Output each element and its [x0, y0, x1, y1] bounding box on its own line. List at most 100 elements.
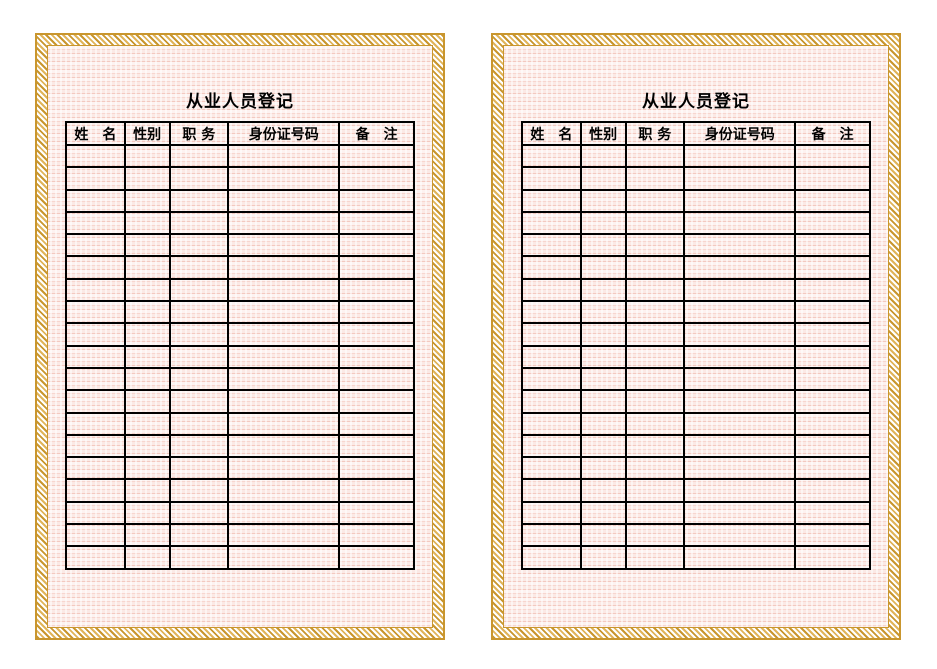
table-cell[interactable] [227, 389, 341, 414]
table-cell[interactable] [794, 389, 871, 414]
table-cell[interactable] [521, 322, 582, 347]
table-cell[interactable] [65, 188, 126, 213]
table-cell[interactable] [624, 500, 686, 526]
table-cell[interactable] [683, 188, 797, 213]
table-cell[interactable] [227, 545, 341, 570]
table-cell[interactable] [168, 344, 230, 369]
table-cell[interactable] [227, 210, 341, 236]
table-cell[interactable] [168, 277, 230, 303]
table-cell[interactable] [227, 188, 341, 213]
table-cell[interactable] [794, 433, 871, 459]
table-cell[interactable] [683, 478, 797, 503]
table-cell[interactable] [521, 523, 582, 548]
table-cell[interactable] [683, 389, 797, 414]
table-cell[interactable] [794, 277, 871, 303]
table-cell[interactable] [227, 277, 341, 303]
table-cell[interactable] [579, 366, 627, 392]
table-cell[interactable] [65, 523, 126, 548]
table-cell[interactable] [168, 143, 230, 169]
table-cell[interactable] [794, 255, 871, 280]
table-cell[interactable] [683, 300, 797, 325]
table-cell[interactable] [683, 433, 797, 459]
table-cell[interactable] [65, 166, 126, 191]
table-cell[interactable] [521, 277, 582, 303]
table-cell[interactable] [624, 433, 686, 459]
table-cell[interactable] [683, 545, 797, 570]
table-cell[interactable] [65, 433, 126, 459]
table-cell[interactable] [123, 277, 171, 303]
table-cell[interactable] [338, 300, 415, 325]
table-cell[interactable] [168, 500, 230, 526]
table-cell[interactable] [123, 478, 171, 503]
table-cell[interactable] [624, 389, 686, 414]
table-cell[interactable] [794, 143, 871, 169]
table-cell[interactable] [227, 433, 341, 459]
table-cell[interactable] [227, 255, 341, 280]
table-cell[interactable] [624, 366, 686, 392]
table-cell[interactable] [123, 255, 171, 280]
table-cell[interactable] [521, 210, 582, 236]
table-cell[interactable] [579, 478, 627, 503]
table-cell[interactable] [65, 389, 126, 414]
table-cell[interactable] [168, 523, 230, 548]
table-cell[interactable] [794, 344, 871, 369]
table-cell[interactable] [521, 456, 582, 481]
table-cell[interactable] [624, 322, 686, 347]
table-cell[interactable] [338, 143, 415, 169]
table-cell[interactable] [227, 322, 341, 347]
table-cell[interactable] [123, 411, 171, 436]
table-cell[interactable] [168, 456, 230, 481]
table-cell[interactable] [338, 411, 415, 436]
table-cell[interactable] [683, 456, 797, 481]
table-cell[interactable] [227, 143, 341, 169]
table-cell[interactable] [794, 366, 871, 392]
table-cell[interactable] [338, 456, 415, 481]
table-cell[interactable] [227, 300, 341, 325]
table-cell[interactable] [123, 210, 171, 236]
table-cell[interactable] [579, 523, 627, 548]
table-cell[interactable] [624, 300, 686, 325]
table-cell[interactable] [794, 322, 871, 347]
table-cell[interactable] [123, 143, 171, 169]
table-cell[interactable] [227, 523, 341, 548]
table-cell[interactable] [338, 233, 415, 258]
table-cell[interactable] [227, 500, 341, 526]
table-cell[interactable] [624, 166, 686, 191]
table-cell[interactable] [683, 366, 797, 392]
table-cell[interactable] [65, 233, 126, 258]
table-cell[interactable] [338, 166, 415, 191]
table-cell[interactable] [338, 277, 415, 303]
table-cell[interactable] [168, 545, 230, 570]
table-cell[interactable] [65, 143, 126, 169]
table-cell[interactable] [521, 478, 582, 503]
table-cell[interactable] [168, 233, 230, 258]
table-cell[interactable] [123, 366, 171, 392]
table-cell[interactable] [521, 411, 582, 436]
table-cell[interactable] [168, 478, 230, 503]
table-cell[interactable] [521, 166, 582, 191]
table-cell[interactable] [579, 233, 627, 258]
table-cell[interactable] [521, 366, 582, 392]
table-cell[interactable] [65, 500, 126, 526]
table-cell[interactable] [624, 210, 686, 236]
table-cell[interactable] [168, 433, 230, 459]
table-cell[interactable] [123, 389, 171, 414]
table-cell[interactable] [579, 344, 627, 369]
table-cell[interactable] [65, 277, 126, 303]
table-cell[interactable] [683, 411, 797, 436]
table-cell[interactable] [338, 478, 415, 503]
table-cell[interactable] [338, 433, 415, 459]
table-cell[interactable] [579, 545, 627, 570]
table-cell[interactable] [227, 478, 341, 503]
table-cell[interactable] [123, 322, 171, 347]
table-cell[interactable] [123, 166, 171, 191]
table-cell[interactable] [521, 188, 582, 213]
table-cell[interactable] [683, 523, 797, 548]
table-cell[interactable] [794, 411, 871, 436]
table-cell[interactable] [579, 500, 627, 526]
table-cell[interactable] [794, 523, 871, 548]
table-cell[interactable] [168, 255, 230, 280]
table-cell[interactable] [683, 500, 797, 526]
table-cell[interactable] [168, 322, 230, 347]
table-cell[interactable] [123, 344, 171, 369]
